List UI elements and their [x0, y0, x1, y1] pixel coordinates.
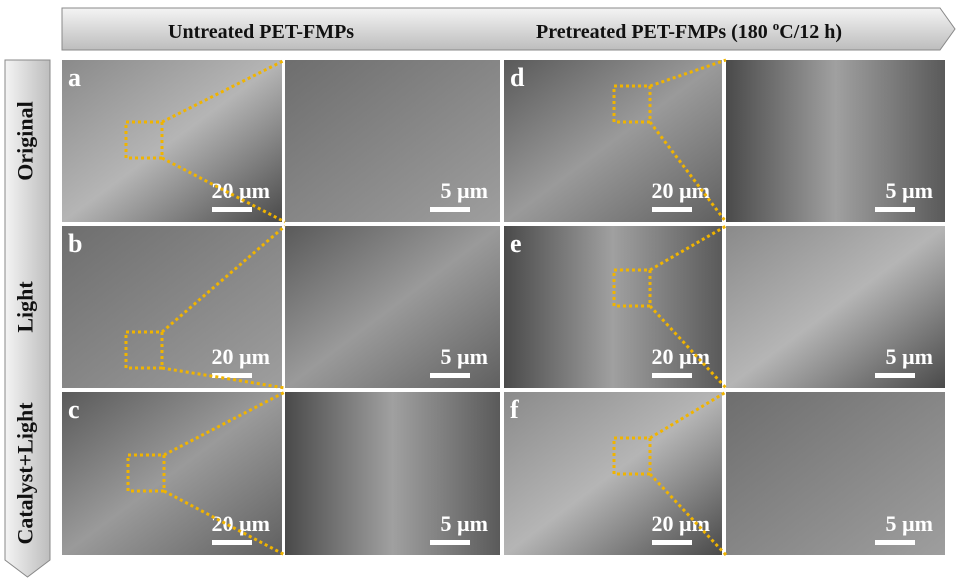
scale-bar: [875, 207, 915, 212]
figure: Untreated PET-FMPs Pretreated PET-FMPs (…: [0, 0, 958, 578]
scale-label: 20 µm: [211, 511, 270, 536]
scale-label: 5 µm: [440, 344, 488, 369]
row-label: Original: [13, 101, 38, 180]
scale-bar: [430, 540, 470, 545]
scale-bar: [652, 207, 692, 212]
panel-letter: b: [68, 229, 82, 258]
scale-label: 5 µm: [440, 511, 488, 536]
header-left: Untreated PET-FMPs: [168, 21, 354, 43]
row-label: Light: [13, 281, 38, 333]
scale-bar: [212, 540, 252, 545]
scale-bar: [212, 207, 252, 212]
scale-bar: [652, 373, 692, 378]
scale-label: 20 µm: [651, 511, 710, 536]
scale-bar: [875, 373, 915, 378]
scale-label: 5 µm: [885, 344, 933, 369]
scale-bar: [430, 373, 470, 378]
panel-letter: e: [510, 229, 522, 258]
scale-label: 5 µm: [885, 511, 933, 536]
panel-letter: c: [68, 395, 80, 424]
scale-label: 20 µm: [651, 344, 710, 369]
panel-letter: a: [68, 63, 81, 92]
scale-label: 5 µm: [440, 178, 488, 203]
row-label: Catalyst+Light: [13, 402, 38, 545]
scale-bar: [430, 207, 470, 212]
scale-label: 20 µm: [211, 344, 270, 369]
panel-letter: f: [510, 395, 519, 424]
header-right: Pretreated PET-FMPs (180 oC/12 h): [536, 18, 842, 43]
panel-letter: d: [510, 63, 525, 92]
scale-label: 5 µm: [885, 178, 933, 203]
scale-label: 20 µm: [211, 178, 270, 203]
scale-bar: [875, 540, 915, 545]
scale-bar: [652, 540, 692, 545]
